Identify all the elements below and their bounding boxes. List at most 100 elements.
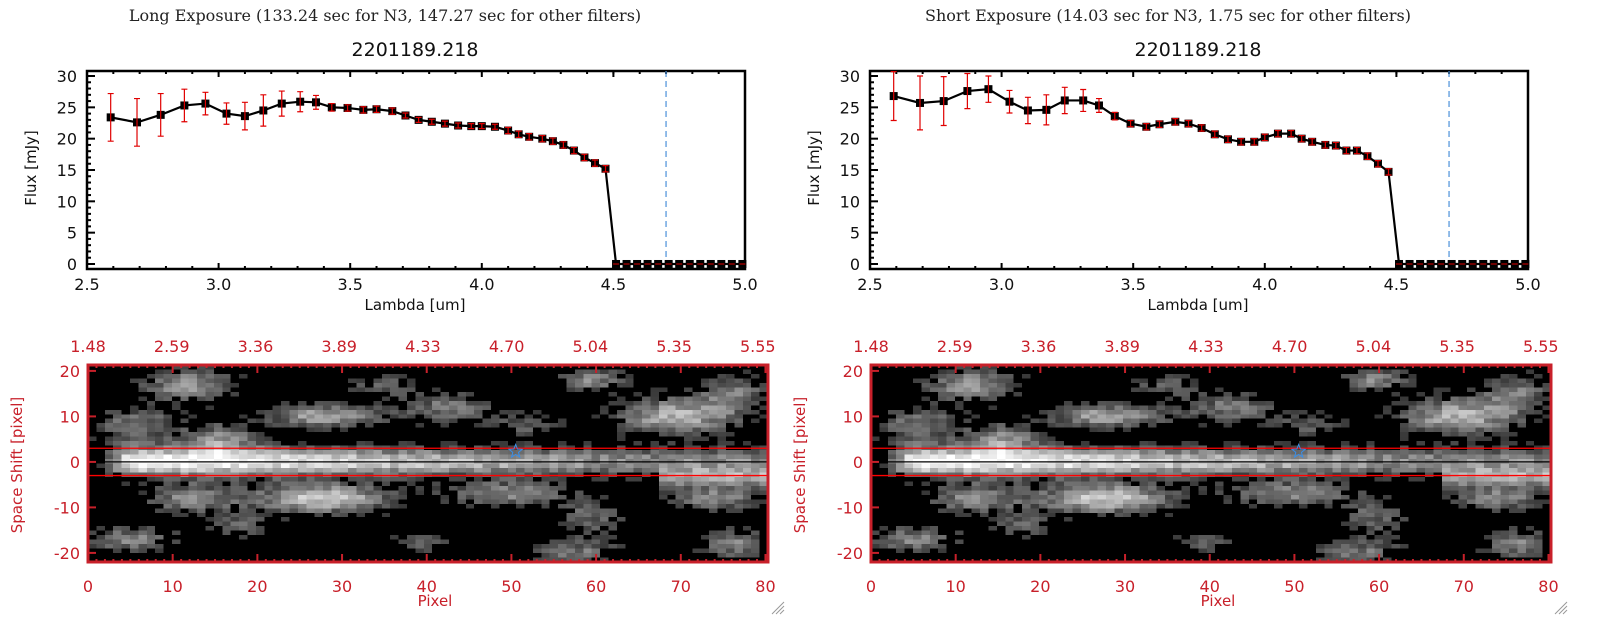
x-tick-label: 5.0 [732, 275, 757, 294]
y-tick-label: -20 [54, 544, 80, 563]
top-wavelength-label: 5.35 [656, 337, 692, 356]
error-bar [1322, 141, 1329, 149]
y-tick-label: 25 [840, 98, 860, 117]
error-bar [312, 94, 319, 110]
error-bar [468, 123, 475, 130]
x-tick-label: 3.0 [989, 275, 1014, 294]
error-bar [134, 97, 141, 147]
error-bar [549, 137, 556, 145]
x-tick-label: 50 [501, 577, 521, 596]
error-bar [964, 72, 971, 110]
x-tick-label: 20 [1030, 577, 1050, 596]
error-bar [1353, 146, 1360, 155]
star-marker-icon [1290, 443, 1307, 459]
flux-series-line [893, 88, 1526, 266]
error-bar [602, 165, 609, 173]
error-bar [389, 107, 396, 115]
error-bar [1274, 129, 1281, 138]
error-bar [181, 88, 188, 123]
error-bar [428, 118, 435, 125]
top-wavelength-label: 2.59 [154, 337, 190, 356]
resize-grip-icon[interactable] [771, 601, 785, 615]
spectral-image [871, 365, 1551, 562]
error-bar [560, 141, 567, 149]
x-tick-label: 0 [83, 577, 93, 596]
long-object-id: 2201189.218 [352, 39, 479, 61]
error-bar [1127, 119, 1134, 128]
x-tick-label: 3.5 [1120, 275, 1145, 294]
x-tick-label: 80 [1538, 577, 1558, 596]
long-y-axis-label: Flux [mJy] [22, 130, 40, 206]
y-tick-label: 20 [843, 362, 863, 381]
top-wavelength-label: 3.89 [321, 337, 357, 356]
y-tick-label: -20 [837, 544, 863, 563]
top-wavelength-label: 3.36 [1021, 337, 1057, 356]
error-bar [415, 116, 422, 123]
error-bar [985, 75, 992, 103]
top-wavelength-label: 5.55 [1523, 337, 1559, 356]
error-bar [1309, 138, 1316, 146]
x-tick-label: 40 [1200, 577, 1220, 596]
error-bar [157, 92, 164, 137]
short-object-id: 2201189.218 [1135, 39, 1262, 61]
y-tick-label: 10 [840, 192, 860, 211]
y-tick-label: -10 [837, 498, 863, 517]
error-bar [1374, 160, 1381, 168]
spectrum-plot-1: 2.5 3.0 3.5 4.0 4.5 5.0 0 5 10 15 20 25 30 [840, 67, 1541, 294]
image-frame [86, 363, 770, 564]
top-wavelength-label: 1.48 [853, 337, 889, 356]
y-tick-label: 10 [843, 407, 863, 426]
error-bar [570, 146, 577, 155]
top-wavelength-label: 5.55 [740, 337, 776, 356]
flux-series-line [110, 100, 743, 266]
error-bar [1043, 94, 1050, 126]
error-bar [1185, 119, 1192, 128]
short-image-x-label: Pixel [1201, 592, 1236, 610]
error-bar [1343, 146, 1350, 155]
x-tick-label: 4.0 [1252, 275, 1277, 294]
y-tick-label: 5 [67, 224, 77, 243]
y-tick-label: 20 [840, 130, 860, 149]
top-wavelength-label: 4.33 [405, 337, 441, 356]
x-tick-label: 4.5 [1384, 275, 1409, 294]
x-tick-label: 70 [671, 577, 691, 596]
short-y-axis-label: Flux [mJy] [805, 130, 823, 206]
y-tick-label: 0 [70, 453, 80, 472]
y-tick-label: 10 [60, 407, 80, 426]
error-bar [107, 92, 114, 142]
error-bar [1172, 118, 1179, 126]
error-bar [1298, 134, 1305, 143]
y-tick-label: 10 [57, 192, 77, 211]
error-bar [515, 130, 522, 139]
plot-frame [868, 69, 1530, 271]
top-wavelength-label: 5.04 [573, 337, 609, 356]
error-bar [505, 126, 512, 135]
resize-grip-icon[interactable] [1554, 601, 1568, 615]
x-tick-label: 4.5 [601, 275, 626, 294]
x-tick-label: 10 [946, 577, 966, 596]
error-bar [491, 123, 498, 130]
spectrum-plot-0: 2.5 3.0 3.5 4.0 4.5 5.0 0 5 10 15 20 25 30 [57, 67, 758, 294]
error-bar [241, 101, 248, 131]
error-bar [1156, 120, 1163, 128]
error-bar [344, 104, 351, 112]
top-wavelength-label: 4.70 [1272, 337, 1308, 356]
error-bar [1288, 129, 1295, 138]
error-bar [1006, 89, 1013, 114]
error-bar [1080, 88, 1087, 113]
long-x-axis-label: Lambda [um] [365, 296, 466, 314]
error-bar [1198, 124, 1205, 132]
spectral-image [88, 365, 768, 562]
error-bar [1061, 86, 1068, 115]
error-bar [1224, 135, 1231, 144]
error-bar [202, 91, 209, 116]
error-bar [591, 159, 598, 167]
error-bar [297, 91, 304, 113]
error-bar [402, 112, 409, 119]
y-tick-label: 5 [850, 224, 860, 243]
x-tick-label: 2.5 [857, 275, 882, 294]
error-bar [260, 94, 267, 127]
short-exposure-title: Short Exposure (14.03 sec for N3, 1.75 s… [925, 6, 1411, 25]
error-bar [1261, 133, 1268, 142]
